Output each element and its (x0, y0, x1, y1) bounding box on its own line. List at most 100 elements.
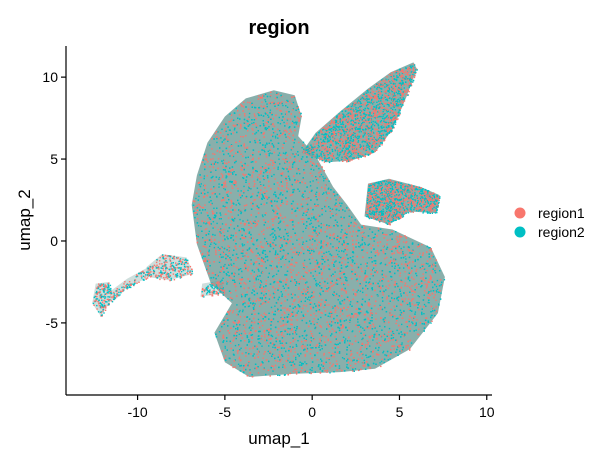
data-point-region1 (351, 268, 354, 271)
data-point-region2 (331, 333, 333, 335)
data-point-region2 (280, 316, 282, 319)
data-point-region1 (315, 315, 317, 317)
data-point-region1 (328, 326, 330, 328)
data-point-region2 (391, 297, 393, 299)
data-point-region2 (254, 303, 256, 305)
data-point-region2 (223, 247, 226, 250)
data-point-region1 (306, 208, 308, 210)
data-point-region2 (208, 217, 211, 219)
data-point-region2 (320, 358, 322, 360)
data-point-region2 (401, 342, 403, 344)
data-point-region1 (308, 325, 310, 328)
data-point-region2 (266, 339, 268, 342)
data-point-region1 (279, 321, 281, 323)
data-point-region2 (302, 241, 304, 243)
data-point-region1 (324, 187, 326, 189)
data-point-region1 (253, 321, 256, 324)
data-point-region2 (270, 328, 272, 330)
data-point-region1 (369, 324, 372, 327)
data-point-region1 (253, 278, 256, 280)
data-point-region2 (401, 343, 403, 346)
data-point-region1 (351, 343, 354, 345)
data-point-region1 (274, 216, 277, 218)
data-point-region1 (235, 232, 237, 234)
data-point-region2 (399, 309, 402, 312)
data-point-region1 (377, 285, 379, 287)
data-point-region2 (383, 361, 385, 364)
data-point-region1 (258, 351, 260, 353)
data-point-region2 (384, 317, 386, 319)
data-point-region1 (242, 237, 245, 239)
data-point-region1 (384, 319, 386, 321)
data-point-region2 (417, 295, 419, 297)
data-point-region2 (384, 339, 386, 341)
data-point-region1 (246, 268, 249, 270)
data-point-region1 (311, 175, 313, 177)
data-point-region2 (272, 346, 274, 348)
data-point-region2 (283, 142, 285, 144)
data-point-region2 (218, 218, 221, 220)
data-point-region1 (303, 288, 305, 291)
data-point-region1 (248, 183, 250, 185)
data-point-region1 (201, 220, 203, 222)
data-point-region2 (264, 261, 266, 263)
data-point-region1 (242, 155, 244, 157)
data-point-region1 (327, 324, 329, 326)
data-point-region1 (243, 324, 246, 326)
data-point-region1 (422, 276, 425, 279)
data-point-region1 (286, 182, 288, 184)
data-point-region1 (270, 188, 272, 190)
data-point-region1 (429, 289, 431, 291)
data-point-region2 (310, 249, 313, 252)
data-point-region2 (384, 354, 386, 356)
data-point-region1 (296, 253, 298, 255)
data-point-region2 (279, 229, 281, 231)
data-point-region2 (322, 258, 324, 261)
data-point-region1 (224, 320, 226, 323)
data-point-region2 (226, 236, 228, 238)
data-point-region1 (388, 331, 390, 333)
data-point-region2 (222, 251, 225, 253)
data-point-region2 (217, 246, 219, 249)
data-point-region1 (287, 354, 289, 356)
data-point-region2 (262, 184, 265, 186)
data-point-region1 (330, 316, 332, 318)
data-point-region1 (257, 208, 260, 210)
data-point-region2 (224, 347, 226, 349)
data-point-region2 (253, 308, 255, 310)
data-point-region1 (274, 364, 277, 367)
data-point-region1 (291, 122, 293, 125)
data-point-region2 (219, 231, 221, 233)
data-point-region2 (435, 290, 438, 292)
data-point-region1 (265, 280, 267, 282)
data-point-region1 (210, 158, 212, 161)
data-point-region1 (409, 328, 411, 330)
data-point-region1 (288, 309, 290, 312)
data-point-region2 (405, 258, 407, 260)
data-point-region2 (223, 319, 225, 321)
data-point-region2 (280, 192, 282, 194)
data-point-region2 (222, 341, 224, 343)
data-point-region1 (416, 286, 418, 289)
data-point-region1 (331, 347, 334, 349)
data-point-region1 (316, 323, 318, 325)
data-point-region1 (286, 308, 289, 310)
data-point-region1 (401, 281, 404, 283)
data-point-region1 (280, 198, 282, 200)
data-point-region2 (264, 93, 267, 96)
data-point-region2 (428, 256, 430, 258)
data-point-region1 (222, 186, 225, 189)
data-point-region2 (254, 345, 256, 347)
data-point-region1 (222, 282, 224, 284)
data-point-region2 (312, 208, 314, 211)
data-point-region1 (326, 371, 328, 373)
data-point-region2 (319, 175, 321, 178)
data-point-region1 (205, 159, 208, 161)
data-point-region2 (303, 252, 305, 255)
data-point-region2 (434, 309, 436, 312)
data-point-region1 (321, 312, 323, 314)
data-point-region1 (317, 198, 320, 200)
data-point-region1 (295, 215, 297, 217)
data-point-region1 (337, 236, 339, 238)
data-point-region2 (346, 207, 348, 209)
